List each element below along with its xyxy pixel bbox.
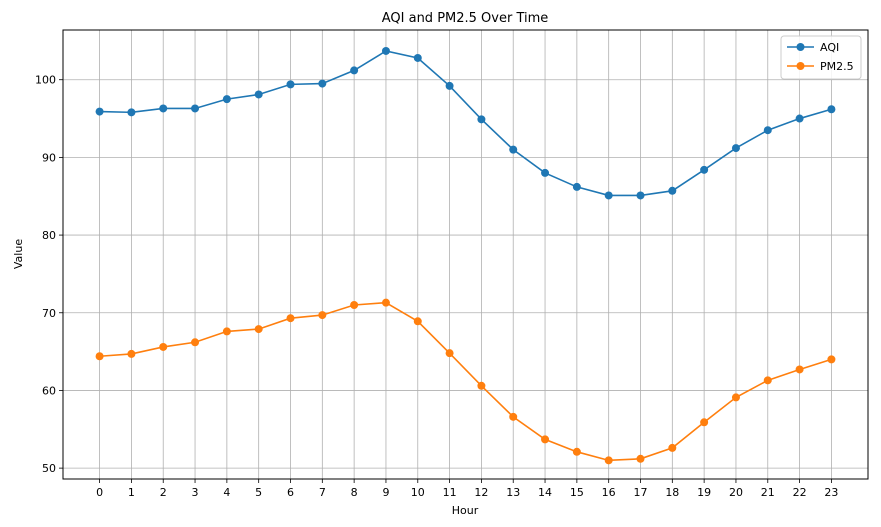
x-tick-label: 6 xyxy=(287,486,294,499)
data-point-aqi xyxy=(509,145,518,154)
y-tick-label: 70 xyxy=(42,307,56,320)
grid xyxy=(63,30,868,479)
legend-marker-aqi xyxy=(796,43,805,51)
x-tick-label: 8 xyxy=(351,486,358,499)
x-tick-label: 10 xyxy=(411,486,425,499)
data-point-aqi xyxy=(350,66,359,75)
data-point-aqi xyxy=(191,104,200,113)
data-point-aqi xyxy=(541,168,550,177)
x-tick-label: 14 xyxy=(538,486,552,499)
data-point-aqi xyxy=(445,81,454,90)
series-line-pm25 xyxy=(99,301,832,462)
data-point-aqi xyxy=(95,107,104,116)
data-point-pm25 xyxy=(477,381,486,390)
y-tick-label: 60 xyxy=(42,384,56,397)
series-line-aqi xyxy=(99,50,832,197)
data-point-pm25 xyxy=(286,314,295,323)
x-tick-label: 16 xyxy=(602,486,616,499)
data-point-aqi xyxy=(127,108,136,117)
data-point-aqi xyxy=(795,114,804,123)
data-point-pm25 xyxy=(95,352,104,361)
data-point-aqi xyxy=(827,105,836,114)
x-tick-label: 2 xyxy=(160,486,167,499)
data-point-pm25 xyxy=(731,393,740,402)
data-point-pm25 xyxy=(763,376,772,385)
data-point-aqi xyxy=(477,115,486,124)
x-tick-label: 1 xyxy=(128,486,135,499)
x-ticks: 0 1 2 3 4 5 6 7 8 9 10 11 12 13 14 15 16 17 18 19 20 21 22 23 xyxy=(96,479,838,499)
data-point-pm25 xyxy=(604,456,613,465)
data-point-aqi xyxy=(668,186,677,195)
legend: AQI PM2.5 xyxy=(780,35,862,80)
data-point-pm25 xyxy=(700,418,709,427)
x-tick-label: 5 xyxy=(255,486,262,499)
chart-title: AQI and PM2.5 Over Time xyxy=(382,11,549,26)
data-point-pm25 xyxy=(668,443,677,452)
x-tick-label: 0 xyxy=(96,486,103,499)
legend-label-pm25: PM2.5 xyxy=(820,60,854,73)
x-tick-label: 23 xyxy=(824,486,838,499)
data-point-pm25 xyxy=(318,311,327,320)
data-point-pm25 xyxy=(254,325,263,334)
x-tick-label: 11 xyxy=(443,486,457,499)
x-tick-label: 9 xyxy=(382,486,389,499)
data-point-aqi xyxy=(222,95,231,104)
data-point-aqi xyxy=(636,191,645,200)
legend-marker-pm25 xyxy=(796,62,805,70)
y-tick-label: 50 xyxy=(42,462,56,475)
y-tick-label: 80 xyxy=(42,229,56,242)
data-point-aqi xyxy=(572,182,581,191)
data-point-pm25 xyxy=(191,338,200,347)
data-point-aqi xyxy=(731,144,740,153)
data-point-pm25 xyxy=(127,349,136,358)
data-point-aqi xyxy=(159,104,168,113)
data-point-pm25 xyxy=(413,317,422,326)
data-point-pm25 xyxy=(445,349,454,358)
y-ticks: 50 60 70 80 90 100 xyxy=(35,74,63,475)
data-point-pm25 xyxy=(827,355,836,364)
x-tick-label: 17 xyxy=(634,486,648,499)
x-tick-label: 13 xyxy=(506,486,520,499)
data-point-pm25 xyxy=(350,300,359,309)
plot-frame xyxy=(62,29,869,480)
series-layer xyxy=(95,46,836,465)
y-axis-label: Value xyxy=(12,239,25,269)
y-tick-label: 90 xyxy=(42,151,56,164)
x-tick-label: 21 xyxy=(761,486,775,499)
x-tick-label: 20 xyxy=(729,486,743,499)
x-tick-label: 4 xyxy=(223,486,230,499)
x-tick-label: 15 xyxy=(570,486,584,499)
data-point-pm25 xyxy=(509,412,518,421)
data-point-pm25 xyxy=(636,454,645,463)
data-point-pm25 xyxy=(795,365,804,374)
data-point-aqi xyxy=(381,46,390,55)
x-tick-label: 3 xyxy=(192,486,199,499)
data-point-aqi xyxy=(763,126,772,135)
data-point-pm25 xyxy=(572,447,581,456)
data-point-aqi xyxy=(286,80,295,89)
data-point-aqi xyxy=(413,53,422,62)
data-point-aqi xyxy=(604,191,613,200)
data-point-pm25 xyxy=(541,435,550,444)
legend-label-aqi: AQI xyxy=(820,41,839,54)
x-tick-label: 18 xyxy=(665,486,679,499)
x-axis-label: Hour xyxy=(452,504,479,517)
data-point-pm25 xyxy=(381,298,390,307)
data-point-pm25 xyxy=(222,327,231,336)
data-point-aqi xyxy=(700,165,709,174)
x-tick-label: 12 xyxy=(474,486,488,499)
x-tick-label: 22 xyxy=(793,486,807,499)
x-tick-label: 7 xyxy=(319,486,326,499)
x-tick-label: 19 xyxy=(697,486,711,499)
y-tick-label: 100 xyxy=(35,74,56,87)
data-point-aqi xyxy=(254,90,263,99)
data-point-aqi xyxy=(318,79,327,88)
data-point-pm25 xyxy=(159,342,168,351)
